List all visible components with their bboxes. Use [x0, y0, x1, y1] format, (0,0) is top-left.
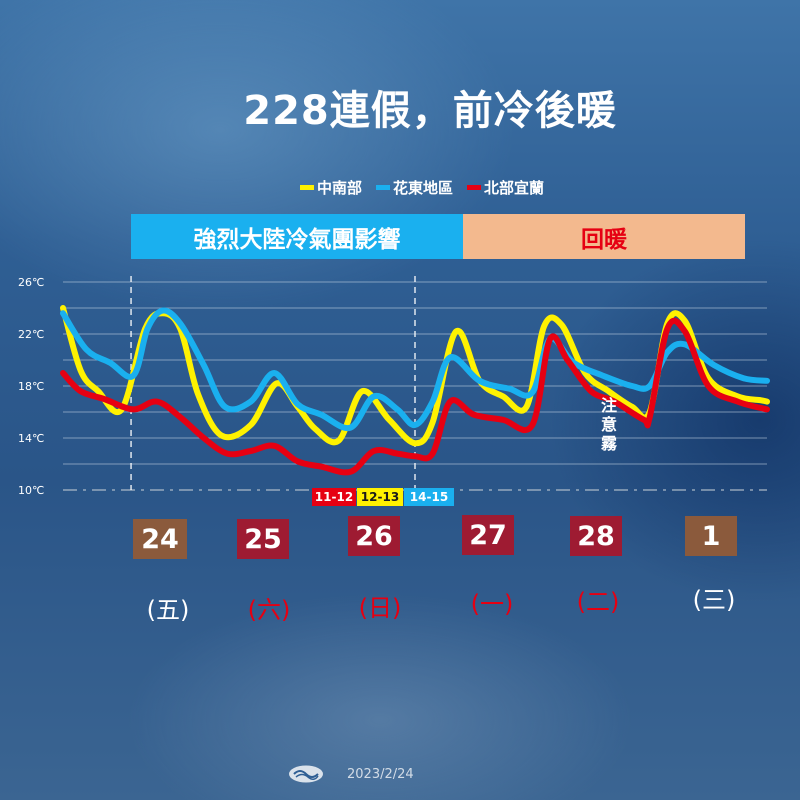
phase-banner-warming: 回暖	[463, 214, 745, 259]
legend-label: 中南部	[317, 178, 363, 197]
date-box-25: 25	[237, 519, 289, 559]
weekday-sat: (六)	[247, 596, 291, 624]
y-tick-label: 26℃	[18, 276, 44, 289]
series-lines	[60, 305, 770, 476]
series-line-north-yilan	[60, 317, 770, 476]
legend-label: 北部宜蘭	[484, 178, 545, 197]
series-line-hualien-taitung	[60, 307, 770, 432]
legend-swatch-red	[467, 184, 482, 190]
legend-item-hualien-taitung: 花東地區	[376, 177, 453, 198]
legend-label: 花東地區	[393, 178, 454, 197]
weekday-fri: (五)	[146, 596, 190, 624]
y-tick-label: 18℃	[18, 380, 44, 393]
y-tick-label: 14℃	[18, 432, 44, 445]
chart-legend: 中南部 花東地區 北部宜蘭	[300, 176, 544, 198]
page-title: 228連假，前冷後暖	[243, 88, 617, 134]
fog-warning-annotation: 注意霧	[600, 396, 617, 453]
weekday-mon: (一)	[470, 590, 514, 618]
publish-date: 2023/2/24	[347, 767, 414, 782]
time-tag-east: 14-15	[404, 488, 454, 506]
legend-item-north-yilan: 北部宜蘭	[467, 177, 544, 198]
phase-banner-cold-air-mass: 強烈大陸冷氣團影響	[131, 214, 463, 259]
cwb-logo-icon	[289, 765, 323, 783]
y-tick-label: 22℃	[18, 328, 44, 341]
date-box-28: 28	[570, 516, 622, 556]
weekday-wed: (三)	[692, 586, 736, 614]
legend-swatch-yellow	[300, 184, 314, 190]
time-tag-central-south: 12-13	[357, 488, 403, 506]
y-tick-label: 10℃	[18, 484, 44, 497]
weekday-tue: (二)	[576, 588, 620, 616]
weekday-sun: (日)	[358, 594, 402, 622]
legend-item-central-south: 中南部	[300, 177, 362, 198]
y-axis-tick-labels: 26℃ 22℃ 18℃ 14℃ 10℃	[18, 276, 44, 497]
date-box-27: 27	[462, 515, 514, 555]
date-box-24: 24	[133, 519, 187, 559]
date-box-26: 26	[348, 516, 400, 556]
time-tag-north: 11-12	[312, 488, 356, 506]
date-box-1: 1	[685, 516, 737, 556]
legend-swatch-blue	[376, 184, 391, 190]
